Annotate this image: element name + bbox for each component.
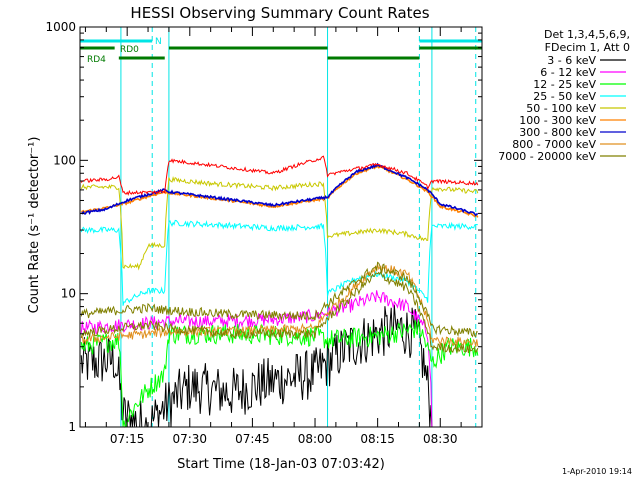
- legend-label: 50 - 100 keV: [526, 102, 596, 115]
- x-tick-label: 08:00: [298, 432, 333, 446]
- x-tick-label: 07:45: [235, 432, 270, 446]
- series-line-lower-band: [80, 270, 479, 354]
- legend-label: 300 - 800 keV: [519, 126, 596, 139]
- legend-label: 800 - 7000 keV: [512, 138, 596, 151]
- legend-header-2: FDecim 1, Att 0: [545, 41, 630, 54]
- x-tick-label: 07:15: [110, 432, 145, 446]
- x-axis-label: Start Time (18-Jan-03 07:03:42): [177, 457, 385, 472]
- y-tick-label: 100: [53, 153, 76, 167]
- chart-title: HESSI Observing Summary Count Rates: [130, 4, 429, 22]
- x-tick-label: 08:30: [423, 432, 458, 446]
- flag-label-n: N: [155, 37, 162, 47]
- series-line-extra: [80, 155, 479, 196]
- series-line-7000-20000-kev: [80, 261, 479, 338]
- series-line-50-100-kev: [80, 176, 479, 271]
- x-tick-label: 07:30: [172, 432, 207, 446]
- x-tick-label: 08:15: [360, 432, 395, 446]
- legend-header-1: Det 1,3,4,5,6,9,: [544, 28, 630, 41]
- legend-label: 6 - 12 keV: [540, 66, 596, 79]
- legend-label: 25 - 50 keV: [533, 90, 596, 103]
- legend-label: 100 - 300 keV: [519, 114, 596, 127]
- legend-label: 12 - 25 keV: [533, 78, 596, 91]
- y-tick-label: 1: [68, 420, 76, 434]
- legend-label: 7000 - 20000 keV: [498, 150, 596, 163]
- legend-label: 3 - 6 keV: [547, 54, 596, 67]
- series-line-12-25-kev: [80, 319, 479, 428]
- plot-frame: [79, 26, 483, 428]
- flag-label-rd4: RD4: [87, 55, 106, 65]
- timestamp: 1-Apr-2010 19:14: [562, 467, 632, 476]
- y-tick-label: 1000: [45, 20, 76, 34]
- y-axis-label: Count Rate (s⁻¹ detector⁻¹): [27, 137, 42, 314]
- series-line-300-800-kev: [80, 162, 479, 217]
- series-line-800-7000-kev: [80, 264, 479, 347]
- flag-label-rd0: RD0: [120, 45, 139, 55]
- y-tick-label: 10: [61, 287, 76, 301]
